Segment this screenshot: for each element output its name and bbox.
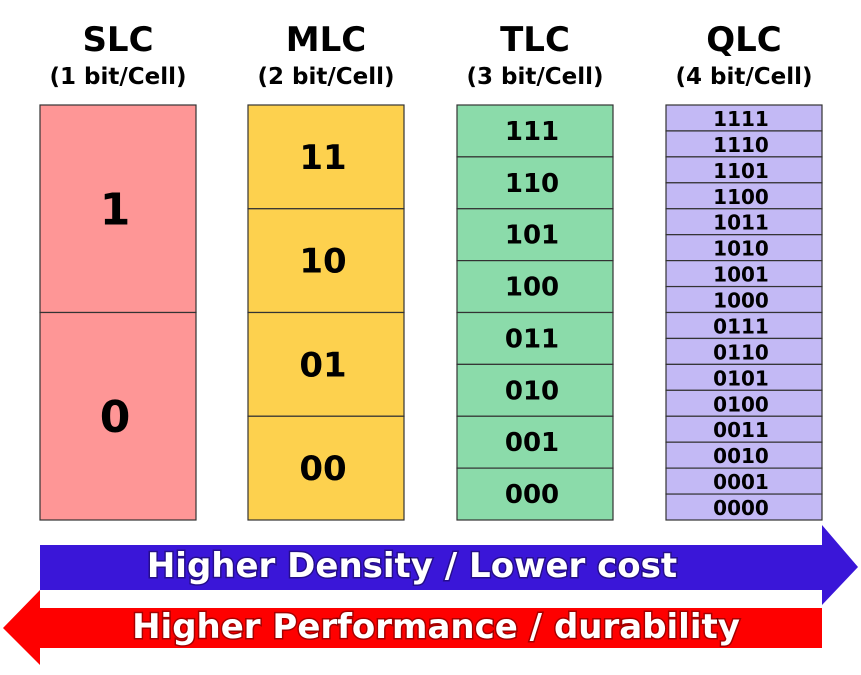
cell-label: 1100: [713, 185, 769, 209]
cell: [39, 311, 197, 521]
cell: [665, 260, 823, 288]
cell: [247, 311, 405, 417]
cell-label: 0010: [713, 444, 769, 468]
column-subtitle: (1 bit/Cell): [49, 64, 186, 90]
cell-label: 0000: [713, 496, 769, 520]
cell: [665, 389, 823, 417]
cell-label: 000: [505, 480, 559, 510]
cell-label: 00: [299, 449, 346, 489]
cell-label: 0110: [713, 340, 769, 364]
cell: [665, 182, 823, 210]
cell: [247, 104, 405, 210]
cell: [247, 208, 405, 314]
cell: [665, 415, 823, 443]
right-arrow: [40, 525, 858, 605]
cell-label: 110: [505, 169, 559, 199]
cell-label: 0: [100, 392, 131, 443]
cell: [665, 208, 823, 236]
cell-label: 101: [505, 221, 559, 251]
cell: [665, 493, 823, 521]
left-arrow-label: Higher Performance / durability: [132, 607, 740, 647]
cell-label: 1011: [713, 211, 769, 235]
left-arrow: [3, 590, 822, 665]
cell: [665, 234, 823, 262]
cell-label: 1: [100, 184, 131, 235]
cell: [456, 311, 614, 365]
cell-label: 1111: [713, 107, 769, 131]
cell-label: 010: [505, 376, 559, 406]
column-subtitle: (2 bit/Cell): [257, 64, 394, 90]
cell-label: 011: [505, 324, 559, 354]
column-title: QLC: [706, 20, 782, 60]
cell: [665, 467, 823, 495]
cell: [456, 467, 614, 521]
cell: [665, 337, 823, 365]
right-arrow-label: Higher Density / Lower cost: [147, 546, 677, 586]
cell: [456, 208, 614, 262]
cell-label: 001: [505, 428, 559, 458]
cell: [247, 415, 405, 521]
cell-label: 10: [299, 242, 346, 282]
column-title: MLC: [286, 20, 366, 60]
column-title: SLC: [82, 20, 153, 60]
cell-label: 01: [299, 345, 346, 385]
column-subtitle: (4 bit/Cell): [675, 64, 812, 90]
cell-label: 1110: [713, 133, 769, 157]
cell-label: 1010: [713, 237, 769, 261]
cell: [456, 260, 614, 314]
cell-label: 0100: [713, 392, 769, 416]
cell-label: 111: [505, 117, 559, 147]
cell-label: 0001: [713, 470, 769, 494]
column-subtitle: (3 bit/Cell): [466, 64, 603, 90]
cell-label: 0111: [713, 314, 769, 338]
cell: [665, 285, 823, 314]
cell: [665, 363, 823, 391]
cell: [456, 415, 614, 469]
cell: [665, 441, 823, 469]
cell-label: 100: [505, 273, 559, 303]
cell-label: 1000: [713, 289, 769, 313]
column-title: TLC: [500, 20, 570, 60]
cell: [39, 104, 197, 314]
cell-label: 1101: [713, 159, 769, 183]
cell-label: 0011: [713, 418, 769, 442]
cell: [456, 363, 614, 417]
cell-label: 0101: [713, 366, 769, 390]
cell-label: 1001: [713, 263, 769, 287]
cell-label: 11: [299, 138, 346, 178]
